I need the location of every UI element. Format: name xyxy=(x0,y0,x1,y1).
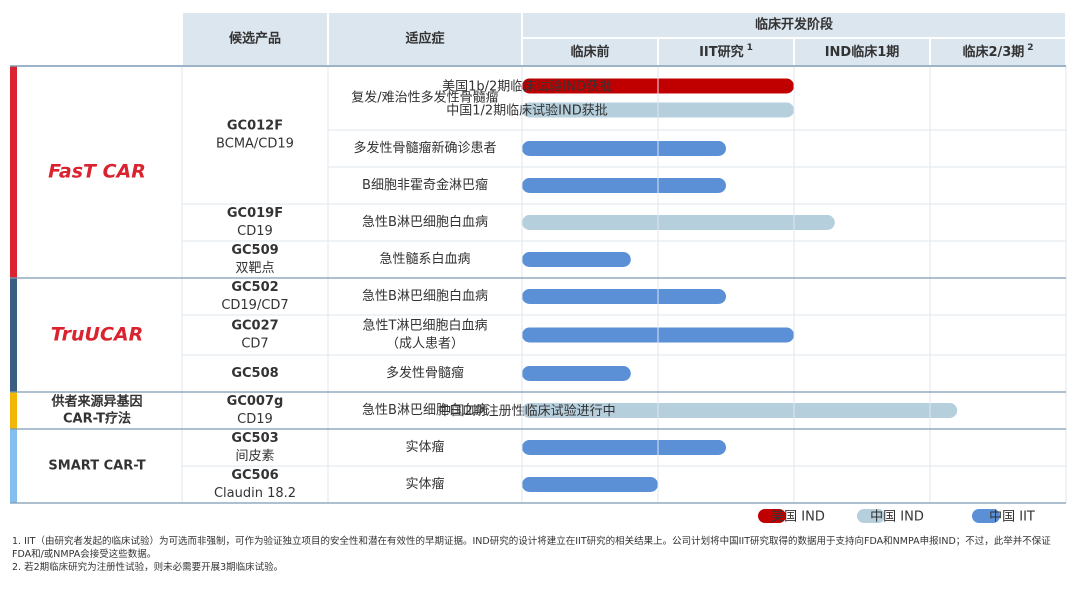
product-target: Claudin 18.2 xyxy=(214,486,296,501)
progress-bar xyxy=(522,141,726,156)
stage-name: IND临床1期 xyxy=(825,44,900,60)
indication: 实体瘤 xyxy=(405,439,444,455)
stage-header: 临床前 xyxy=(570,44,609,60)
product-name: GC007g xyxy=(227,394,284,409)
platform-name: 供者来源异基因 xyxy=(50,394,142,410)
product-target: CD19/CD7 xyxy=(221,298,288,313)
header-cell xyxy=(181,11,329,67)
indication: 急性髓系白血病 xyxy=(379,251,470,267)
progress-bar xyxy=(522,366,631,381)
indication-note: （成人患者） xyxy=(386,337,464,352)
legend-label: 中国 IND xyxy=(870,510,924,525)
product-name: GC012F xyxy=(227,119,283,134)
progress-bar xyxy=(522,403,958,418)
footnotes: 1. IIT（由研究者发起的临床试验）为可选而非强制，可作为验证独立项目的安全性… xyxy=(12,535,1062,574)
progress-bar xyxy=(522,440,726,455)
legend-swatch xyxy=(972,509,1000,523)
product-target: CD19 xyxy=(237,224,273,239)
legend-swatch xyxy=(857,509,885,523)
stage-header: IND临床1期 xyxy=(825,44,900,60)
product-target: CD19 xyxy=(237,412,273,427)
platform-stripe xyxy=(10,392,17,429)
header-cell xyxy=(929,37,1067,67)
product-target: CD7 xyxy=(241,337,268,352)
stage-name: IIT研究 xyxy=(699,44,744,60)
header-cell xyxy=(793,37,931,67)
platform-stripe xyxy=(10,66,17,278)
progress-bar xyxy=(522,477,658,492)
indication: 急性B淋巴细胞白血病 xyxy=(362,288,488,304)
progress-bar xyxy=(522,252,631,267)
bar-label: 美国1b/2期临床试验IND获批 xyxy=(442,79,612,95)
product-name: GC502 xyxy=(231,280,278,295)
progress-bar xyxy=(522,215,835,230)
header-text: 候选产品 xyxy=(229,31,281,47)
platform-logo: FasT CAR xyxy=(48,161,146,183)
footnote: 2. 若2期临床研究为注册性试验，则未必需要开展3期临床试验。 xyxy=(12,562,284,573)
product-name: GC503 xyxy=(231,431,278,446)
indication: 急性T淋巴细胞白血病 xyxy=(363,318,488,334)
legend-swatch xyxy=(758,509,786,523)
product-name: GC508 xyxy=(231,366,278,381)
product-target: BCMA/CD19 xyxy=(216,137,294,152)
product-name: GC019F xyxy=(227,206,283,221)
platform-name: CAR-T疗法 xyxy=(63,411,131,427)
header-text: 适应症 xyxy=(405,31,444,47)
legend-label: 美国 IND xyxy=(771,510,825,525)
bar-label: 中国2期注册性临床试验进行中 xyxy=(438,403,615,419)
stage-name: 临床2/3期 xyxy=(962,44,1024,60)
indication: B细胞非霍奇金淋巴瘤 xyxy=(362,177,488,193)
indication: 急性B淋巴细胞白血病 xyxy=(362,214,488,230)
footnote: 1. IIT（由研究者发起的临床试验）为可选而非强制，可作为验证独立项目的安全性… xyxy=(12,536,1051,560)
product-name: GC506 xyxy=(231,468,278,483)
indication: 多发性骨髓瘤新确诊患者 xyxy=(353,140,496,156)
bar-label: 中国1/2期临床试验IND获批 xyxy=(446,103,608,119)
progress-bar xyxy=(522,178,726,193)
stage-note: 2 xyxy=(1027,43,1033,53)
product-target: 双靶点 xyxy=(235,261,274,276)
indication: 多发性骨髓瘤 xyxy=(386,365,464,381)
platform-stripe xyxy=(10,278,17,392)
product-name: GC027 xyxy=(231,319,278,334)
stage-header: 临床2/3期 2 xyxy=(962,43,1033,60)
legend-label: 中国 IIT xyxy=(989,510,1035,525)
platform-logo: TruUCAR xyxy=(51,324,143,346)
stage-header: IIT研究 1 xyxy=(699,43,753,60)
stage-name: 临床前 xyxy=(570,44,609,60)
indication: 复发/难治性多发性骨髓瘤 xyxy=(351,90,498,106)
product-name: GC509 xyxy=(231,243,278,258)
indication: 急性B淋巴细胞白血病 xyxy=(362,402,488,418)
progress-bar xyxy=(522,289,726,304)
product-target: 间皮素 xyxy=(235,449,274,464)
header-text: 临床开发阶段 xyxy=(755,17,833,33)
indication: 实体瘤 xyxy=(405,476,444,492)
stage-note: 1 xyxy=(747,43,753,53)
header-cell xyxy=(327,11,523,67)
platform-name: SMART CAR-T xyxy=(48,459,145,474)
platform-stripe xyxy=(10,429,17,503)
